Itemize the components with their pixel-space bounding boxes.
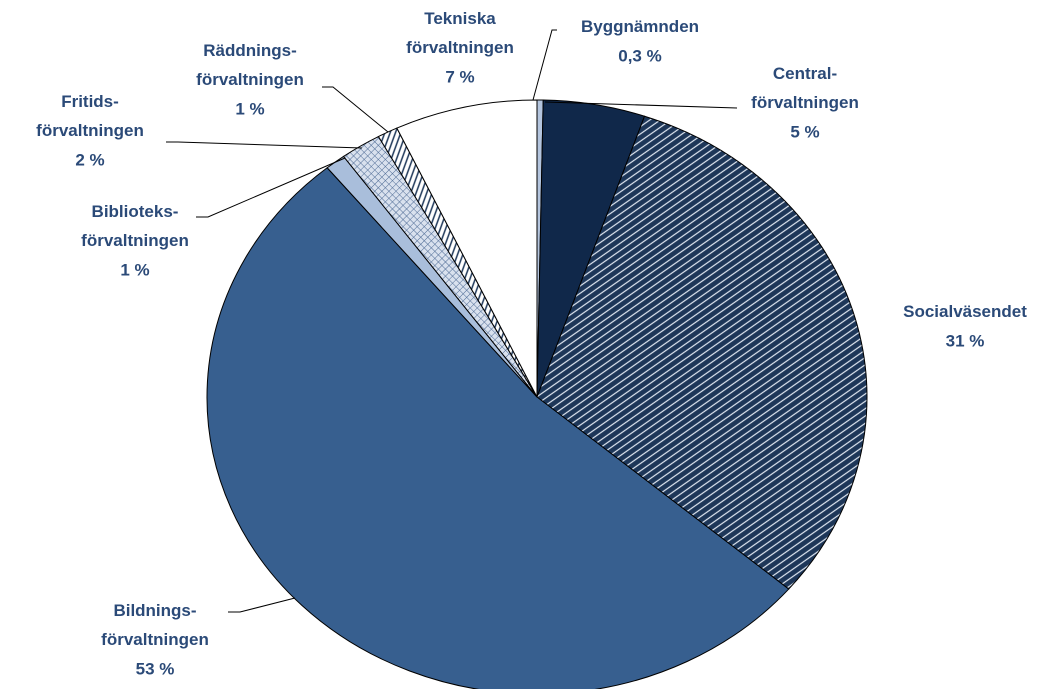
category-label-line: förvaltningen: [101, 630, 209, 649]
category-label-line: Räddnings-: [203, 41, 297, 60]
category-label-line: förvaltningen: [81, 231, 189, 250]
leader-line: [532, 29, 557, 101]
value-label: 0,3 %: [618, 46, 661, 65]
leader-line: [322, 86, 389, 133]
category-label-line: förvaltningen: [751, 93, 859, 112]
category-label-line: Socialväsendet: [903, 302, 1027, 321]
category-label-line: Fritids-: [61, 92, 119, 111]
category-label-line: förvaltningen: [196, 70, 304, 89]
category-label: Byggnämnden: [581, 17, 699, 36]
pie-slice: [396, 99, 538, 398]
value-label: 1 %: [235, 99, 264, 118]
leader-line: [544, 101, 738, 109]
leader-line: [166, 141, 363, 149]
category-label: Bildnings-förvaltningen: [101, 601, 209, 649]
category-label-line: förvaltningen: [406, 38, 514, 57]
leader-line: [228, 597, 296, 613]
category-label-line: Tekniska: [424, 9, 496, 28]
category-label: Central-förvaltningen: [751, 64, 859, 112]
value-label: 31 %: [946, 331, 985, 350]
leader-line: [196, 157, 346, 218]
category-label: Tekniska förvaltningen: [406, 9, 514, 57]
pie-slice: [536, 115, 868, 590]
category-label-line: Biblioteks-: [92, 202, 179, 221]
category-label-line: förvaltningen: [36, 121, 144, 140]
category-label: Räddnings-förvaltningen: [196, 41, 304, 89]
value-label: 7 %: [445, 67, 474, 86]
value-label: 5 %: [790, 122, 819, 141]
value-label: 53 %: [136, 659, 175, 678]
pie-slice: [206, 167, 790, 689]
category-label: Socialväsendet: [903, 302, 1027, 321]
category-label-line: Byggnämnden: [581, 17, 699, 36]
value-label: 1 %: [120, 260, 149, 279]
category-label: Fritids-förvaltningen: [36, 92, 144, 140]
category-label: Biblioteks-förvaltningen: [81, 202, 189, 250]
category-label-line: Central-: [773, 64, 837, 83]
value-label: 2 %: [75, 150, 104, 169]
category-label-line: Bildnings-: [113, 601, 196, 620]
